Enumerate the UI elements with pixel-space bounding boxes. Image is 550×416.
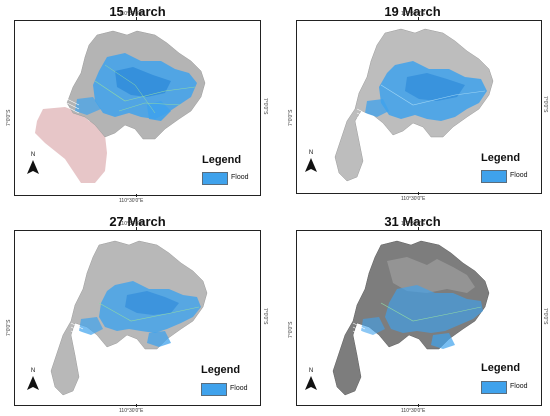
coordinate-label-right: 7°0'0"S <box>262 98 268 115</box>
coordinate-label-right: 7°0'0"S <box>542 308 548 325</box>
coordinate-label-bottom: 110°30'0"E <box>401 196 426 202</box>
coordinate-label-left: 7°0'0"S <box>288 321 294 338</box>
coordinate-label-bottom: 110°30'0"E <box>401 408 426 414</box>
north-arrow-icon <box>305 376 317 390</box>
coordinate-label-top: 110°30'0"E <box>119 11 144 17</box>
tick-bottom <box>418 404 419 407</box>
north-arrow: N <box>25 152 41 178</box>
panel-title: 31 March <box>384 214 441 229</box>
legend-flood-swatch <box>202 172 228 185</box>
coordinate-label-top: 110°30'0"E <box>119 221 144 227</box>
coordinate-label-bottom: 110°30'0"E <box>119 408 144 414</box>
legend-flood-swatch <box>481 170 507 183</box>
north-arrow: N <box>303 150 319 176</box>
north-arrow-icon <box>27 376 39 390</box>
north-arrow-icon <box>305 158 317 172</box>
legend-flood-label: Flood <box>231 174 249 181</box>
map-panel-27-march: 27 March 110°30'0"E 110°30'0"E 7°0'0"S 7… <box>0 208 275 416</box>
coordinate-label-right: 7°0'0"S <box>542 96 548 113</box>
legend-title: Legend <box>481 362 521 374</box>
map-frame <box>296 20 542 194</box>
panel-title: 27 March <box>109 214 166 229</box>
tick-bottom <box>418 192 419 195</box>
legend-title: Legend <box>202 154 242 166</box>
legend-title: Legend <box>201 364 241 376</box>
map-panel-15-march: 15 March 110°30'0"E 110°30'0"E 7°0'0"S 7… <box>0 0 275 208</box>
north-arrow-icon <box>27 160 39 174</box>
map-frame <box>296 230 542 406</box>
map-panel-19-march: 19 March 110°30'0"E 110°30'0"E 7°0'0"S 7… <box>275 0 550 208</box>
north-arrow: N <box>25 368 41 394</box>
north-arrow-letter: N <box>30 368 36 374</box>
coordinate-label-left: 7°0'0"S <box>6 319 12 336</box>
legend-flood-swatch <box>201 383 227 396</box>
coordinate-label-top: 110°30'0"E <box>401 11 426 17</box>
coordinate-label-top: 110°30'0"E <box>401 221 426 227</box>
coordinate-label-right: 7°0'0"S <box>262 308 268 325</box>
tick-top <box>418 17 419 20</box>
map-frame <box>14 20 261 196</box>
coordinate-label-bottom: 110°30'0"E <box>119 198 144 204</box>
coordinate-label-left: 7°0'0"S <box>288 109 294 126</box>
tick-top <box>418 227 419 230</box>
legend-flood-label: Flood <box>230 385 248 392</box>
map-frame <box>14 230 261 406</box>
tick-bottom <box>136 194 137 197</box>
flood-map-15-march <box>35 30 206 183</box>
panel-title: 15 March <box>109 4 166 19</box>
coordinate-label-left: 7°0'0"S <box>6 109 12 126</box>
map-panel-31-march: 31 March 110°30'0"E 110°30'0"E 7°0'0"S 7… <box>275 208 550 416</box>
legend-flood-label: Flood <box>510 383 528 390</box>
legend-flood-label: Flood <box>510 172 528 179</box>
north-arrow-letter: N <box>308 368 314 374</box>
flood-map-27-march <box>50 240 208 396</box>
north-arrow-letter: N <box>308 150 314 156</box>
north-arrow-letter: N <box>30 152 36 158</box>
flood-map-31-march <box>332 240 490 396</box>
panel-title: 19 March <box>384 4 441 19</box>
flood-map-19-march <box>334 28 494 182</box>
tick-top <box>136 227 137 230</box>
legend-title: Legend <box>481 152 521 164</box>
legend-flood-swatch <box>481 381 507 394</box>
tick-top <box>136 17 137 20</box>
north-arrow: N <box>303 368 319 394</box>
tick-bottom <box>136 404 137 407</box>
